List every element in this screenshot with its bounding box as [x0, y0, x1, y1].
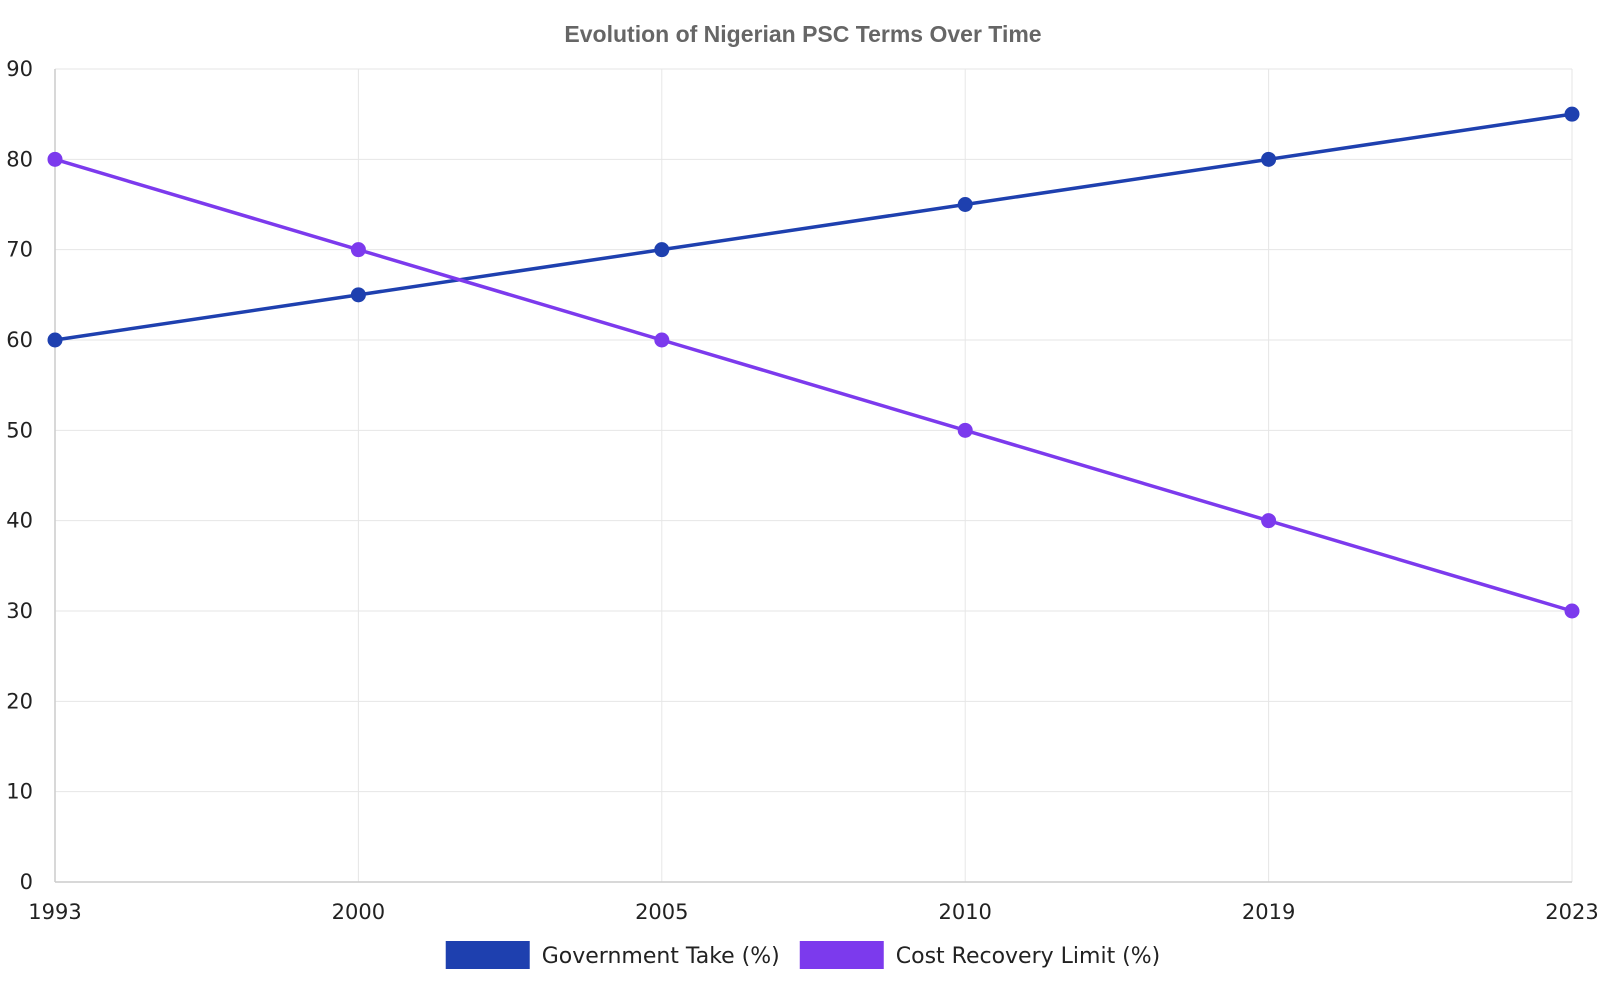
- data-point[interactable]: [1261, 513, 1277, 529]
- series-line: [53, 112, 1574, 342]
- data-point[interactable]: [1564, 603, 1580, 619]
- data-point[interactable]: [654, 242, 670, 258]
- y-axis-ticks: 0 10 20 30 40 50 60 70 80 90: [6, 57, 33, 894]
- y-tick-label: 10: [6, 780, 33, 804]
- y-tick-label: 50: [6, 418, 33, 442]
- data-point[interactable]: [350, 242, 366, 258]
- y-tick-label: 70: [6, 238, 33, 262]
- chart-title: Evolution of Nigerian PSC Terms Over Tim…: [564, 21, 1041, 47]
- data-point[interactable]: [1564, 106, 1580, 122]
- series-1: [47, 151, 1580, 619]
- legend-swatch: [799, 941, 884, 969]
- y-tick-label: 40: [6, 509, 33, 533]
- y-tick-label: 80: [6, 147, 33, 171]
- legend-item[interactable]: Government Take (%): [445, 941, 780, 969]
- data-point[interactable]: [957, 422, 973, 438]
- x-tick-label: 2010: [938, 900, 991, 924]
- x-tick-label: 2023: [1545, 900, 1598, 924]
- data-point[interactable]: [1261, 151, 1277, 167]
- series-group: [47, 106, 1580, 619]
- x-tick-label: 2000: [332, 900, 385, 924]
- y-tick-label: 60: [6, 328, 33, 352]
- x-tick-label: 1993: [28, 900, 81, 924]
- data-point[interactable]: [957, 197, 973, 212]
- y-tick-label: 20: [6, 689, 33, 713]
- x-tick-label: 2005: [635, 900, 688, 924]
- data-point[interactable]: [47, 151, 63, 167]
- y-tick-label: 30: [6, 599, 33, 623]
- series-line: [53, 157, 1574, 613]
- data-point[interactable]: [47, 332, 63, 348]
- x-axis-ticks: 1993 2000 2005 2010 2019 2023: [28, 900, 1598, 924]
- y-tick-label: 0: [20, 870, 33, 894]
- legend-label: Cost Recovery Limit (%): [896, 944, 1161, 969]
- series-0: [47, 106, 1580, 348]
- legend-swatch: [445, 941, 530, 969]
- data-point[interactable]: [654, 332, 670, 348]
- y-tick-label: 90: [6, 57, 33, 81]
- legend-label: Government Take (%): [542, 944, 780, 969]
- legend: Government Take (%) Cost Recovery Limit (…: [445, 941, 1161, 969]
- x-tick-label: 2019: [1242, 900, 1295, 924]
- grid: [55, 68, 1573, 882]
- axes: [54, 69, 1572, 883]
- data-point[interactable]: [350, 287, 366, 303]
- legend-item[interactable]: Cost Recovery Limit (%): [799, 941, 1161, 969]
